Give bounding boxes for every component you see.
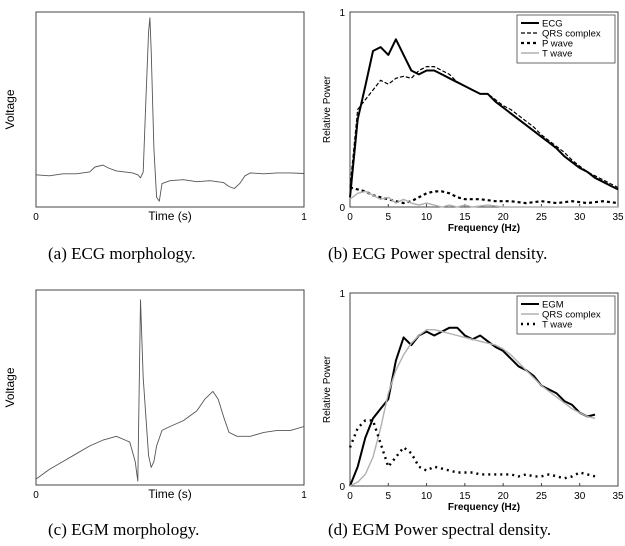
xtick-label-b-6: 30 <box>574 212 586 223</box>
caption-b: (b) ECG Power spectral density. <box>328 244 548 263</box>
y-axis-label-c: Voltage <box>3 367 17 407</box>
xtick-label-d-3: 15 <box>459 491 471 502</box>
plot-frame-a <box>35 11 305 208</box>
xtick-label-d-0: 0 <box>347 491 353 502</box>
legend-label-d-1: QRS complex <box>542 310 601 321</box>
x-axis-label-a: Time (s) <box>148 209 192 223</box>
x-axis-label-c: Time (s) <box>148 487 192 501</box>
panel-a: 0 1 Time (s) Voltage <box>3 11 307 223</box>
series-line-a-0 <box>35 17 305 202</box>
legend-label-b-1: QRS complex <box>542 29 601 40</box>
panel-c: 0 1 Time (s) Voltage <box>3 289 307 501</box>
xtick-label-d-5: 25 <box>536 491 548 502</box>
xtick-label-a-0: 0 <box>33 212 39 223</box>
series-line-d-2 <box>348 419 596 480</box>
x-axis-label-d: Frequency (Hz) <box>448 502 520 513</box>
xtick-label-b-3: 15 <box>459 212 471 223</box>
xtick-label-b-4: 20 <box>498 212 510 223</box>
series-line-d-1 <box>349 329 596 487</box>
xtick-label-b-1: 5 <box>386 212 392 223</box>
legend-label-d-0: EGM <box>542 300 564 311</box>
xtick-label-d-4: 20 <box>498 491 510 502</box>
legend-label-b-2: P wave <box>542 39 573 50</box>
series-line-d-0 <box>349 326 596 487</box>
xtick-label-b-0: 0 <box>347 212 353 223</box>
xtick-label-c-0: 0 <box>33 490 39 501</box>
xtick-label-d-6: 30 <box>574 491 586 502</box>
series-line-b-2 <box>349 186 619 205</box>
ytick-label-d-0: 0 <box>339 482 345 493</box>
plot-frame-c <box>35 289 305 486</box>
plot-frame-b <box>349 11 619 208</box>
xtick-label-d-1: 5 <box>386 491 392 502</box>
legend-box-d <box>516 295 616 335</box>
series-line-b-1 <box>349 65 619 189</box>
xtick-label-b-2: 10 <box>421 212 433 223</box>
legend-label-d-2: T wave <box>542 320 572 331</box>
caption-c: (c) EGM morphology. <box>48 520 200 539</box>
y-axis-label-a: Voltage <box>3 89 17 129</box>
xtick-label-a-1: 1 <box>301 212 307 223</box>
y-axis-label-b: Relative Power <box>322 75 333 143</box>
ytick-label-b-1: 1 <box>339 8 345 19</box>
series-line-b-3 <box>349 190 618 208</box>
panel-d: 0 5 10 15 20 25 30 35 0 1 Frequency (Hz) Relative P… <box>322 289 624 513</box>
panel-b: 0 5 10 15 20 25 30 35 0 1 Frequency (Hz) Relative P… <box>322 8 624 234</box>
xtick-label-d-2: 10 <box>421 491 433 502</box>
xtick-label-c-1: 1 <box>301 490 307 501</box>
legend-label-b-3: T wave <box>542 49 572 60</box>
ytick-label-b-0: 0 <box>339 203 345 214</box>
ytick-label-d-1: 1 <box>339 289 345 300</box>
y-axis-label-d: Relative Power <box>322 355 333 423</box>
legend-label-b-0: ECG <box>542 19 563 30</box>
series-line-c-0 <box>35 299 305 482</box>
xtick-label-d-7: 35 <box>612 491 624 502</box>
plot-frame-d <box>349 292 619 487</box>
caption-d: (d) EGM Power spectral density. <box>328 520 552 539</box>
x-axis-label-b: Frequency (Hz) <box>448 223 520 234</box>
xtick-label-b-5: 25 <box>536 212 548 223</box>
caption-a: (a) ECG morphology. <box>48 244 196 263</box>
xtick-label-b-7: 35 <box>612 212 624 223</box>
